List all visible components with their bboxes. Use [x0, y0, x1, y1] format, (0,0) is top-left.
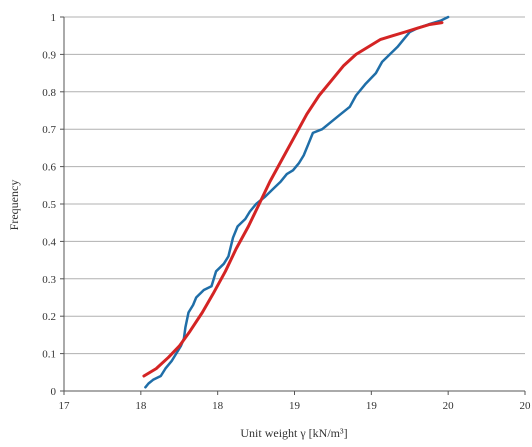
y-tick-label: 0 — [51, 386, 57, 398]
series-layer — [142, 15, 450, 389]
y-axis-title: Frequency — [7, 180, 21, 231]
y-tick-label: 0.1 — [42, 349, 56, 361]
y-tick-label: 0.4 — [42, 236, 56, 248]
x-axis-title: Unit weight γ [kN/m³] — [240, 426, 347, 440]
y-tick-label: 0.2 — [42, 311, 56, 323]
y-tick-label: 0.3 — [42, 274, 56, 286]
y-tick-label: 0.6 — [42, 162, 56, 174]
axis-layer — [60, 16, 526, 395]
y-tick-label: 0.5 — [42, 199, 56, 211]
x-tick-label: 18 — [135, 400, 147, 412]
x-tick-label: 17 — [59, 400, 71, 412]
x-tick-label: 18 — [212, 400, 224, 412]
y-tick-label: 1 — [51, 12, 57, 24]
x-tick-label: 19 — [289, 400, 301, 412]
grid-layer — [64, 16, 525, 355]
x-tick-label: 19 — [366, 400, 378, 412]
x-tick-label: 20 — [520, 400, 532, 412]
tick-layer: 0 0.1 0.2 0.3 0.4 0.5 0.6 0.7 0.8 0.9 1 17 18 18 19 19 2… — [42, 12, 531, 412]
x-tick-label: 20 — [443, 400, 455, 412]
y-tick-label: 0.7 — [42, 124, 56, 136]
y-tick-label: 0.8 — [42, 87, 56, 99]
y-tick-label: 0.9 — [42, 49, 56, 61]
fitted-cdf-line — [142, 21, 444, 378]
